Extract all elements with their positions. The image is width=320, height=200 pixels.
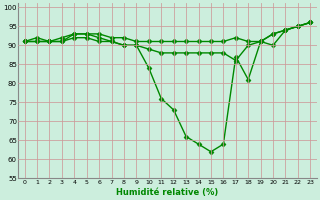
X-axis label: Humidité relative (%): Humidité relative (%) xyxy=(116,188,219,197)
